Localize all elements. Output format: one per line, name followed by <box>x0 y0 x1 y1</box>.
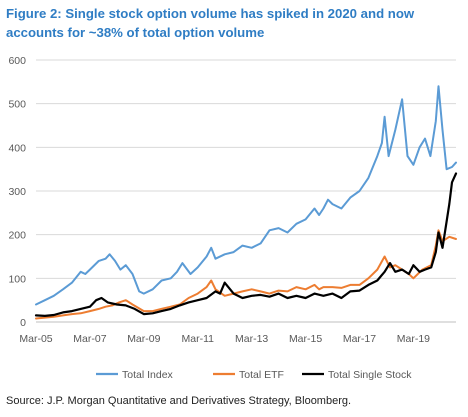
gridlines <box>36 59 456 279</box>
x-tick-label: Mar-19 <box>397 333 430 345</box>
y-tick-label: 400 <box>8 142 26 154</box>
x-tick-label: Mar-05 <box>19 333 52 345</box>
x-tick-label: Mar-13 <box>235 333 268 345</box>
source-note: Source: J.P. Morgan Quantitative and Der… <box>6 395 352 407</box>
figure-title-line-1: Figure 2: Single stock option volume has… <box>6 6 415 21</box>
x-tick-label: Mar-07 <box>73 333 106 345</box>
legend-label: Total ETF <box>239 369 284 381</box>
x-tick-label: Mar-11 <box>182 333 215 345</box>
x-tick-label: Mar-15 <box>289 333 322 345</box>
figure-title: Figure 2: Single stock option volume has… <box>6 4 462 42</box>
figure-title-line-2: accounts for ~38% of total option volume <box>6 25 265 40</box>
y-axis: 0 100 200 300 400 500 600 <box>8 55 26 329</box>
y-tick-label: 0 <box>20 317 26 329</box>
y-tick-label: 500 <box>8 99 26 111</box>
y-tick-label: 600 <box>8 55 26 67</box>
y-tick-label: 200 <box>8 230 26 242</box>
y-tick-label: 300 <box>8 186 26 198</box>
x-tick-label: Mar-09 <box>127 333 160 345</box>
x-axis: Mar-05 Mar-07 Mar-09 Mar-11 Mar-13 Mar-15 Mar-… <box>19 321 456 345</box>
y-tick-label: 100 <box>8 273 26 285</box>
series-line-3 <box>34 172 458 317</box>
plot-lines <box>34 85 458 320</box>
series-line-2 <box>35 229 457 320</box>
x-tick-label: Mar-17 <box>343 333 376 345</box>
series-line-1 <box>35 85 457 306</box>
legend: Total Index Total ETF Total Single Stock <box>96 369 412 381</box>
legend-label: Total Single Stock <box>328 369 412 381</box>
legend-label: Total Index <box>122 369 174 381</box>
